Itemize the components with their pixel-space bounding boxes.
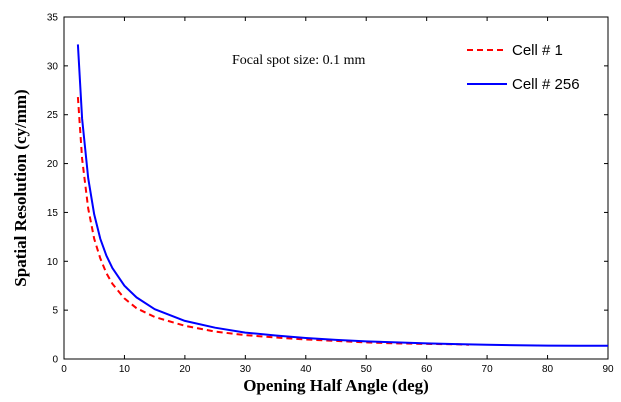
x-tick-label: 10 [119, 364, 131, 375]
y-tick-label: 25 [47, 110, 59, 121]
legend: Cell # 1 Cell # 256 [467, 42, 580, 93]
series-line-cell-256 [76, 44, 608, 347]
y-tick-label: 30 [47, 61, 59, 72]
x-tick-label: 90 [602, 364, 614, 375]
y-tick-label: 5 [52, 306, 58, 317]
x-tick-label: 60 [421, 364, 433, 375]
x-tick-label: 40 [300, 364, 312, 375]
annotation-text: Focal spot size: 0.1 mm [232, 53, 365, 68]
y-tick-label: 20 [47, 159, 59, 170]
y-tick-label: 10 [47, 257, 59, 268]
legend-label-cell-1: Cell # 1 [512, 42, 563, 59]
x-tick-label: 70 [482, 364, 494, 375]
x-tick-label: 0 [61, 364, 67, 375]
x-tick-label: 50 [361, 364, 373, 375]
x-tick-label: 30 [240, 364, 252, 375]
ticks-layer: 0 10 20 30 40 50 60 70 80 90 0 5 10 15 20 25 30 35 [47, 13, 614, 376]
x-tick-label: 80 [542, 364, 554, 375]
y-tick-label: 35 [47, 13, 59, 24]
x-tick-label: 20 [179, 364, 191, 375]
plot-area [63, 16, 609, 360]
series-layer [76, 44, 608, 347]
y-tick-label: 15 [47, 208, 59, 219]
y-axis-title: Spatial Resolution (cy/mm) [11, 89, 30, 286]
x-axis-title: Opening Half Angle (deg) [243, 376, 429, 395]
y-tick-label: 0 [52, 355, 58, 366]
legend-label-cell-256: Cell # 256 [512, 76, 580, 93]
